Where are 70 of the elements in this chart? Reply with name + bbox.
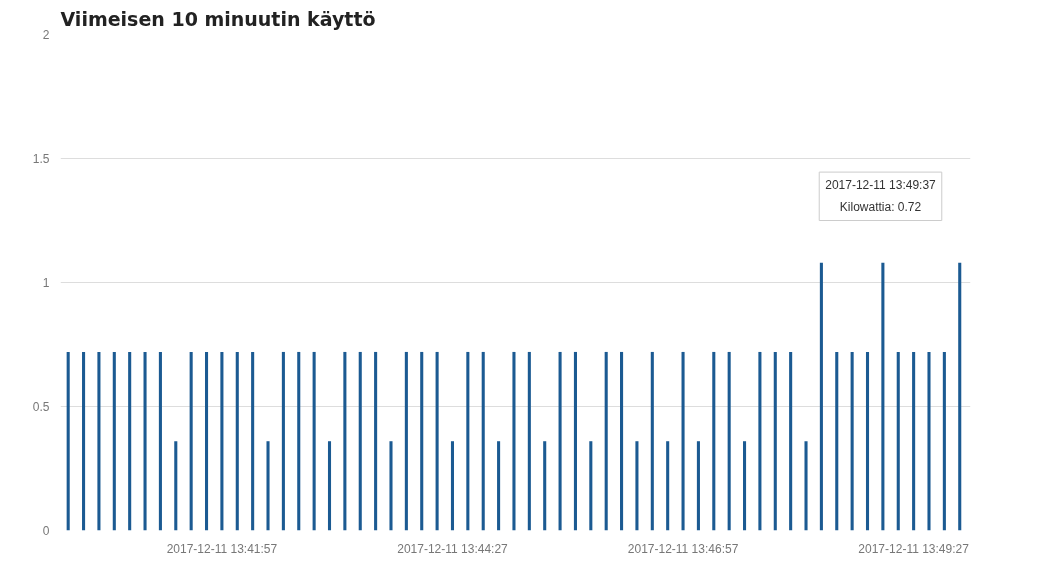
bar: [635, 441, 639, 531]
bar: [327, 441, 332, 531]
bar: [727, 351, 731, 531]
bar: [712, 351, 716, 531]
bar: [266, 441, 270, 531]
bar: [220, 351, 224, 531]
bar: [82, 351, 86, 531]
bar: [481, 351, 485, 531]
bar: [358, 351, 362, 531]
bar: [497, 441, 501, 531]
y-tick-label: 0.5: [32, 400, 50, 414]
bar: [835, 351, 839, 531]
bar: [543, 441, 547, 531]
bar: [66, 351, 70, 531]
y-tick-label: 0: [42, 524, 50, 538]
bar: [758, 351, 762, 531]
bar: [158, 351, 162, 531]
y-tick-label: 1.5: [32, 152, 50, 166]
bar: [204, 351, 209, 531]
bar: [743, 441, 747, 531]
x-tick-label: 2017-12-11 13:46:57: [627, 541, 739, 556]
bar: [374, 351, 378, 531]
bar: [235, 351, 239, 531]
bar: [589, 441, 593, 531]
bar: [512, 351, 516, 531]
bar: [773, 351, 777, 531]
bar: [650, 351, 654, 531]
bar: [174, 441, 178, 531]
bar: [696, 441, 700, 531]
bar: [143, 351, 147, 531]
bar: [112, 351, 116, 531]
bar: [942, 351, 946, 531]
bar: [343, 351, 347, 531]
bar: [666, 441, 670, 531]
y-tick-label: 1: [42, 276, 50, 290]
bar: [558, 351, 562, 531]
bar: [527, 351, 531, 531]
chart-title: Viimeisen 10 minuutin käyttö: [60, 7, 376, 30]
bar: [389, 441, 393, 531]
bar: [789, 351, 793, 531]
bar: [927, 351, 931, 531]
bar: [281, 351, 285, 531]
bar: [251, 351, 255, 531]
bar: [604, 351, 608, 531]
bar: [958, 262, 962, 531]
bar: [804, 441, 808, 531]
y-tick-label: 2: [42, 28, 50, 42]
x-tick-label: 2017-12-11 13:44:27: [397, 541, 509, 556]
x-tick-label: 2017-12-11 13:49:27: [858, 541, 970, 556]
bar: [435, 351, 439, 531]
bar: [896, 351, 900, 531]
bar: [819, 262, 823, 531]
annotation: 2017-12-11 13:49:37 Kilowattia: 0.72: [825, 178, 937, 215]
bar: [912, 351, 916, 531]
bar: [420, 351, 424, 531]
bar: [297, 351, 301, 531]
bar: [865, 351, 870, 531]
bar: [312, 351, 316, 531]
bar: [681, 351, 685, 531]
bar: [850, 351, 854, 531]
bar: [881, 262, 885, 531]
bar: [97, 351, 101, 531]
bar: [573, 351, 577, 531]
bar: [450, 441, 455, 531]
bar: [189, 351, 193, 531]
bar: [404, 351, 408, 531]
x-tick-label: 2017-12-11 13:41:57: [166, 541, 278, 556]
bar: [128, 351, 132, 531]
bar: [466, 351, 470, 531]
bar: [620, 351, 624, 531]
